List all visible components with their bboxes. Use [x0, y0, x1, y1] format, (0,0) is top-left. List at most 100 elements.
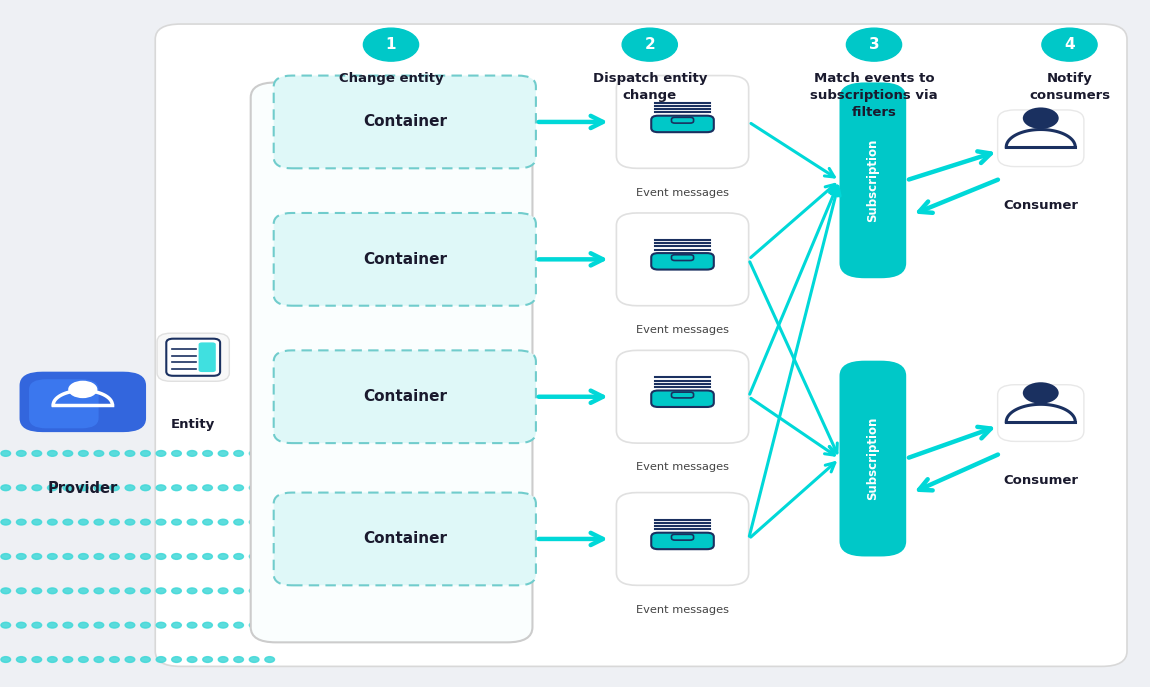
Circle shape — [78, 485, 89, 491]
Circle shape — [187, 657, 197, 662]
Circle shape — [32, 485, 41, 491]
Circle shape — [171, 588, 182, 594]
FancyArrowPatch shape — [750, 262, 837, 453]
Text: 2: 2 — [644, 37, 656, 52]
Circle shape — [264, 451, 275, 456]
Circle shape — [140, 485, 151, 491]
FancyBboxPatch shape — [616, 493, 749, 585]
Circle shape — [202, 657, 213, 662]
Circle shape — [1, 519, 10, 525]
Circle shape — [32, 554, 41, 559]
Circle shape — [78, 451, 89, 456]
FancyBboxPatch shape — [167, 339, 220, 376]
FancyArrowPatch shape — [919, 180, 998, 213]
Circle shape — [622, 28, 677, 61]
Text: Event messages: Event messages — [636, 188, 729, 198]
FancyBboxPatch shape — [158, 333, 229, 381]
Circle shape — [63, 588, 72, 594]
Circle shape — [171, 554, 182, 559]
Circle shape — [1, 622, 10, 628]
Circle shape — [63, 554, 72, 559]
FancyBboxPatch shape — [651, 390, 714, 407]
Circle shape — [140, 657, 151, 662]
Circle shape — [1, 451, 10, 456]
FancyBboxPatch shape — [155, 24, 1127, 666]
FancyArrowPatch shape — [908, 151, 991, 179]
FancyArrowPatch shape — [751, 184, 835, 258]
Circle shape — [264, 485, 275, 491]
Circle shape — [63, 622, 72, 628]
Circle shape — [47, 622, 58, 628]
FancyBboxPatch shape — [998, 385, 1083, 442]
Circle shape — [202, 485, 213, 491]
FancyBboxPatch shape — [616, 76, 749, 168]
Text: Subscription: Subscription — [866, 139, 880, 222]
Circle shape — [233, 657, 244, 662]
Circle shape — [171, 519, 182, 525]
Circle shape — [1022, 382, 1059, 404]
Circle shape — [125, 554, 135, 559]
Circle shape — [68, 381, 98, 398]
Circle shape — [125, 519, 135, 525]
Circle shape — [218, 485, 228, 491]
Circle shape — [94, 657, 103, 662]
Text: Entity: Entity — [171, 418, 215, 431]
Text: Subscription: Subscription — [866, 417, 880, 500]
Circle shape — [16, 657, 26, 662]
FancyBboxPatch shape — [840, 361, 906, 556]
Circle shape — [78, 657, 89, 662]
Circle shape — [233, 588, 244, 594]
Text: Consumer: Consumer — [1003, 474, 1079, 487]
Circle shape — [109, 485, 120, 491]
Circle shape — [250, 657, 259, 662]
Text: 1: 1 — [385, 37, 397, 52]
Circle shape — [32, 622, 41, 628]
FancyBboxPatch shape — [616, 213, 749, 306]
FancyArrowPatch shape — [538, 533, 603, 545]
Circle shape — [233, 519, 244, 525]
Circle shape — [63, 519, 72, 525]
FancyBboxPatch shape — [274, 493, 536, 585]
FancyBboxPatch shape — [840, 82, 906, 278]
FancyBboxPatch shape — [672, 117, 693, 123]
Circle shape — [250, 485, 259, 491]
Circle shape — [187, 588, 197, 594]
Circle shape — [47, 451, 58, 456]
FancyBboxPatch shape — [20, 372, 146, 432]
FancyBboxPatch shape — [998, 110, 1083, 167]
Circle shape — [78, 519, 89, 525]
FancyArrowPatch shape — [750, 186, 837, 394]
Circle shape — [264, 657, 275, 662]
Text: 3: 3 — [868, 37, 880, 52]
Circle shape — [264, 519, 275, 525]
Circle shape — [125, 622, 135, 628]
Circle shape — [78, 554, 89, 559]
Circle shape — [16, 622, 26, 628]
Circle shape — [109, 622, 120, 628]
Circle shape — [187, 519, 197, 525]
Text: Provider: Provider — [47, 481, 118, 496]
Text: Event messages: Event messages — [636, 325, 729, 335]
Circle shape — [264, 554, 275, 559]
Circle shape — [218, 519, 228, 525]
Circle shape — [187, 451, 197, 456]
FancyBboxPatch shape — [251, 82, 532, 642]
Circle shape — [63, 485, 72, 491]
Circle shape — [218, 588, 228, 594]
FancyBboxPatch shape — [274, 76, 536, 168]
Circle shape — [156, 519, 166, 525]
Circle shape — [109, 554, 120, 559]
Circle shape — [156, 622, 166, 628]
Circle shape — [47, 657, 58, 662]
Circle shape — [78, 622, 89, 628]
Circle shape — [846, 28, 902, 61]
Circle shape — [78, 588, 89, 594]
Circle shape — [125, 657, 135, 662]
Circle shape — [202, 588, 213, 594]
Text: Container: Container — [362, 390, 447, 404]
Circle shape — [16, 554, 26, 559]
Circle shape — [109, 588, 120, 594]
Circle shape — [140, 554, 151, 559]
Text: Match events to
subscriptions via
filters: Match events to subscriptions via filter… — [811, 72, 937, 119]
FancyArrowPatch shape — [751, 398, 835, 455]
